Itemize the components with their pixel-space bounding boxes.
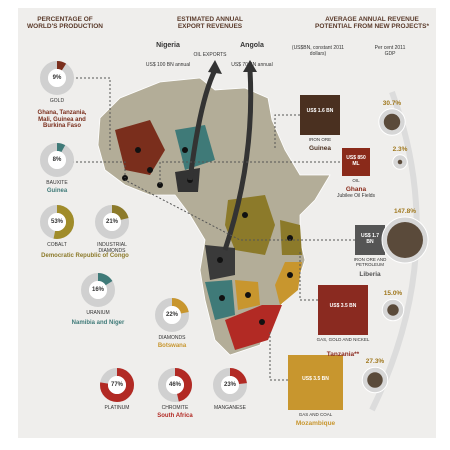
project-resource: GAS AND COAL (298, 412, 333, 417)
donut-label: 77% (110, 382, 123, 388)
header: PERCENTAGE OF WORLD'S PRODUCTION (27, 16, 103, 31)
gdp-label: 27.3% (365, 358, 385, 366)
donut-label: 21% (105, 219, 118, 225)
project-resource: IRON ORE (308, 137, 332, 142)
donut-hole (166, 376, 184, 394)
country: Botswana (157, 343, 187, 349)
project-country: Liberia (359, 271, 381, 278)
gdp-dot (383, 113, 401, 131)
country: Guinea (46, 188, 68, 194)
gdp-dot (367, 372, 383, 388)
project-resource: IRON ORE AND PETROLEUM (353, 257, 387, 267)
donut-arc (40, 205, 74, 239)
donut-hole (163, 306, 181, 324)
country: Namibia and Niger (71, 320, 125, 326)
header: AVERAGE ANNUAL REVENUE POTENTIAL FROM NE… (315, 16, 429, 31)
export-label: OIL EXPORTS (193, 52, 227, 58)
donut-label: 53% (50, 219, 63, 225)
donut-arc (155, 298, 189, 332)
donut-hole (103, 213, 121, 231)
arrowhead (208, 60, 222, 74)
donut-hole (221, 376, 239, 394)
mineral: MANGANESE (214, 405, 246, 411)
country: Ghana, Tanzania, Mali, Guinea and Burkin… (37, 110, 87, 130)
gdp-label: 15.0% (383, 290, 403, 298)
donut-arc (40, 143, 74, 177)
gdp-label: 2.3% (392, 145, 408, 153)
donut-hole (89, 281, 107, 299)
gdp-label: 147.8% (393, 208, 417, 215)
export-value: US$ 70 BN annual (231, 62, 273, 68)
mineral: PLATINUM (104, 405, 130, 411)
project-box (288, 355, 343, 410)
project-country: Guinea (308, 145, 332, 152)
mineral: URANIUM (86, 310, 110, 316)
project-amount: US$ 850 ML (346, 155, 366, 167)
project-country: Mozambique (295, 420, 336, 427)
project-note: Jubilee Oil Fields (336, 193, 376, 199)
gdp-dot (387, 304, 399, 316)
mineral: INDUSTRIAL DIAMONDS (97, 242, 127, 254)
project-box (342, 148, 370, 176)
project-box (300, 95, 340, 135)
donut-arc (95, 205, 129, 239)
header-note: Per cent 2011 GDP (374, 45, 406, 57)
country: South Africa (157, 413, 193, 419)
project-country: Ghana (345, 186, 367, 193)
arrow-angola (222, 69, 254, 251)
donut-hole (108, 376, 126, 394)
project-resource: OIL (352, 178, 360, 183)
leaders (72, 77, 355, 381)
project-amount: US$ 1.7 BN (360, 233, 380, 245)
header: ESTIMATED ANNUAL EXPORT REVENUES (176, 16, 244, 31)
mineral: BAUXITE (46, 180, 68, 186)
gdp-dot (397, 159, 403, 165)
export-value: US$ 100 BN annual (145, 62, 191, 68)
project-country: Tanzania** (326, 351, 360, 358)
project-amount: US$ 1.6 BN (306, 108, 334, 114)
donut-hole (48, 151, 66, 169)
mineral: DIAMONDS (158, 335, 186, 341)
mozambique (275, 262, 302, 305)
donut-arc (40, 61, 74, 95)
donut-label: 23% (223, 382, 236, 388)
donut-hole (48, 213, 66, 231)
header-note: (US$BN, constant 2011 dollars) (291, 45, 345, 57)
arrow-nigeria (187, 68, 218, 181)
donut-label: 46% (168, 382, 181, 388)
project-box (318, 285, 368, 335)
mineral: GOLD (49, 98, 65, 104)
project-amount: US$ 3.5 BN (329, 303, 357, 309)
arrowhead (243, 60, 257, 72)
donut-arc (100, 368, 134, 402)
south-africa (225, 305, 282, 350)
gdp-dot (387, 222, 423, 258)
donut-label: 22% (165, 312, 178, 318)
project-amount: US$ 3.5 BN (302, 375, 329, 382)
project-box (355, 225, 385, 255)
project-resource: GAS, GOLD AND NICKEL (316, 337, 370, 342)
mineral: COBALT (47, 242, 67, 248)
export-country: Nigeria (156, 42, 180, 49)
donut-hole (48, 69, 66, 87)
donut-label: 8% (52, 157, 62, 163)
country: Democratic Republic of Congo (41, 253, 129, 259)
donut-arc (213, 368, 247, 402)
mali (115, 120, 165, 175)
export-country: Angola (240, 42, 264, 49)
mineral: CHROMITE (161, 405, 189, 411)
donut-label: 9% (52, 75, 62, 81)
donut-arc (81, 273, 115, 307)
map (97, 60, 331, 356)
donut-label: 16% (91, 287, 104, 293)
donut-arc (158, 368, 192, 402)
gdp-label: 30.7% (382, 99, 402, 107)
